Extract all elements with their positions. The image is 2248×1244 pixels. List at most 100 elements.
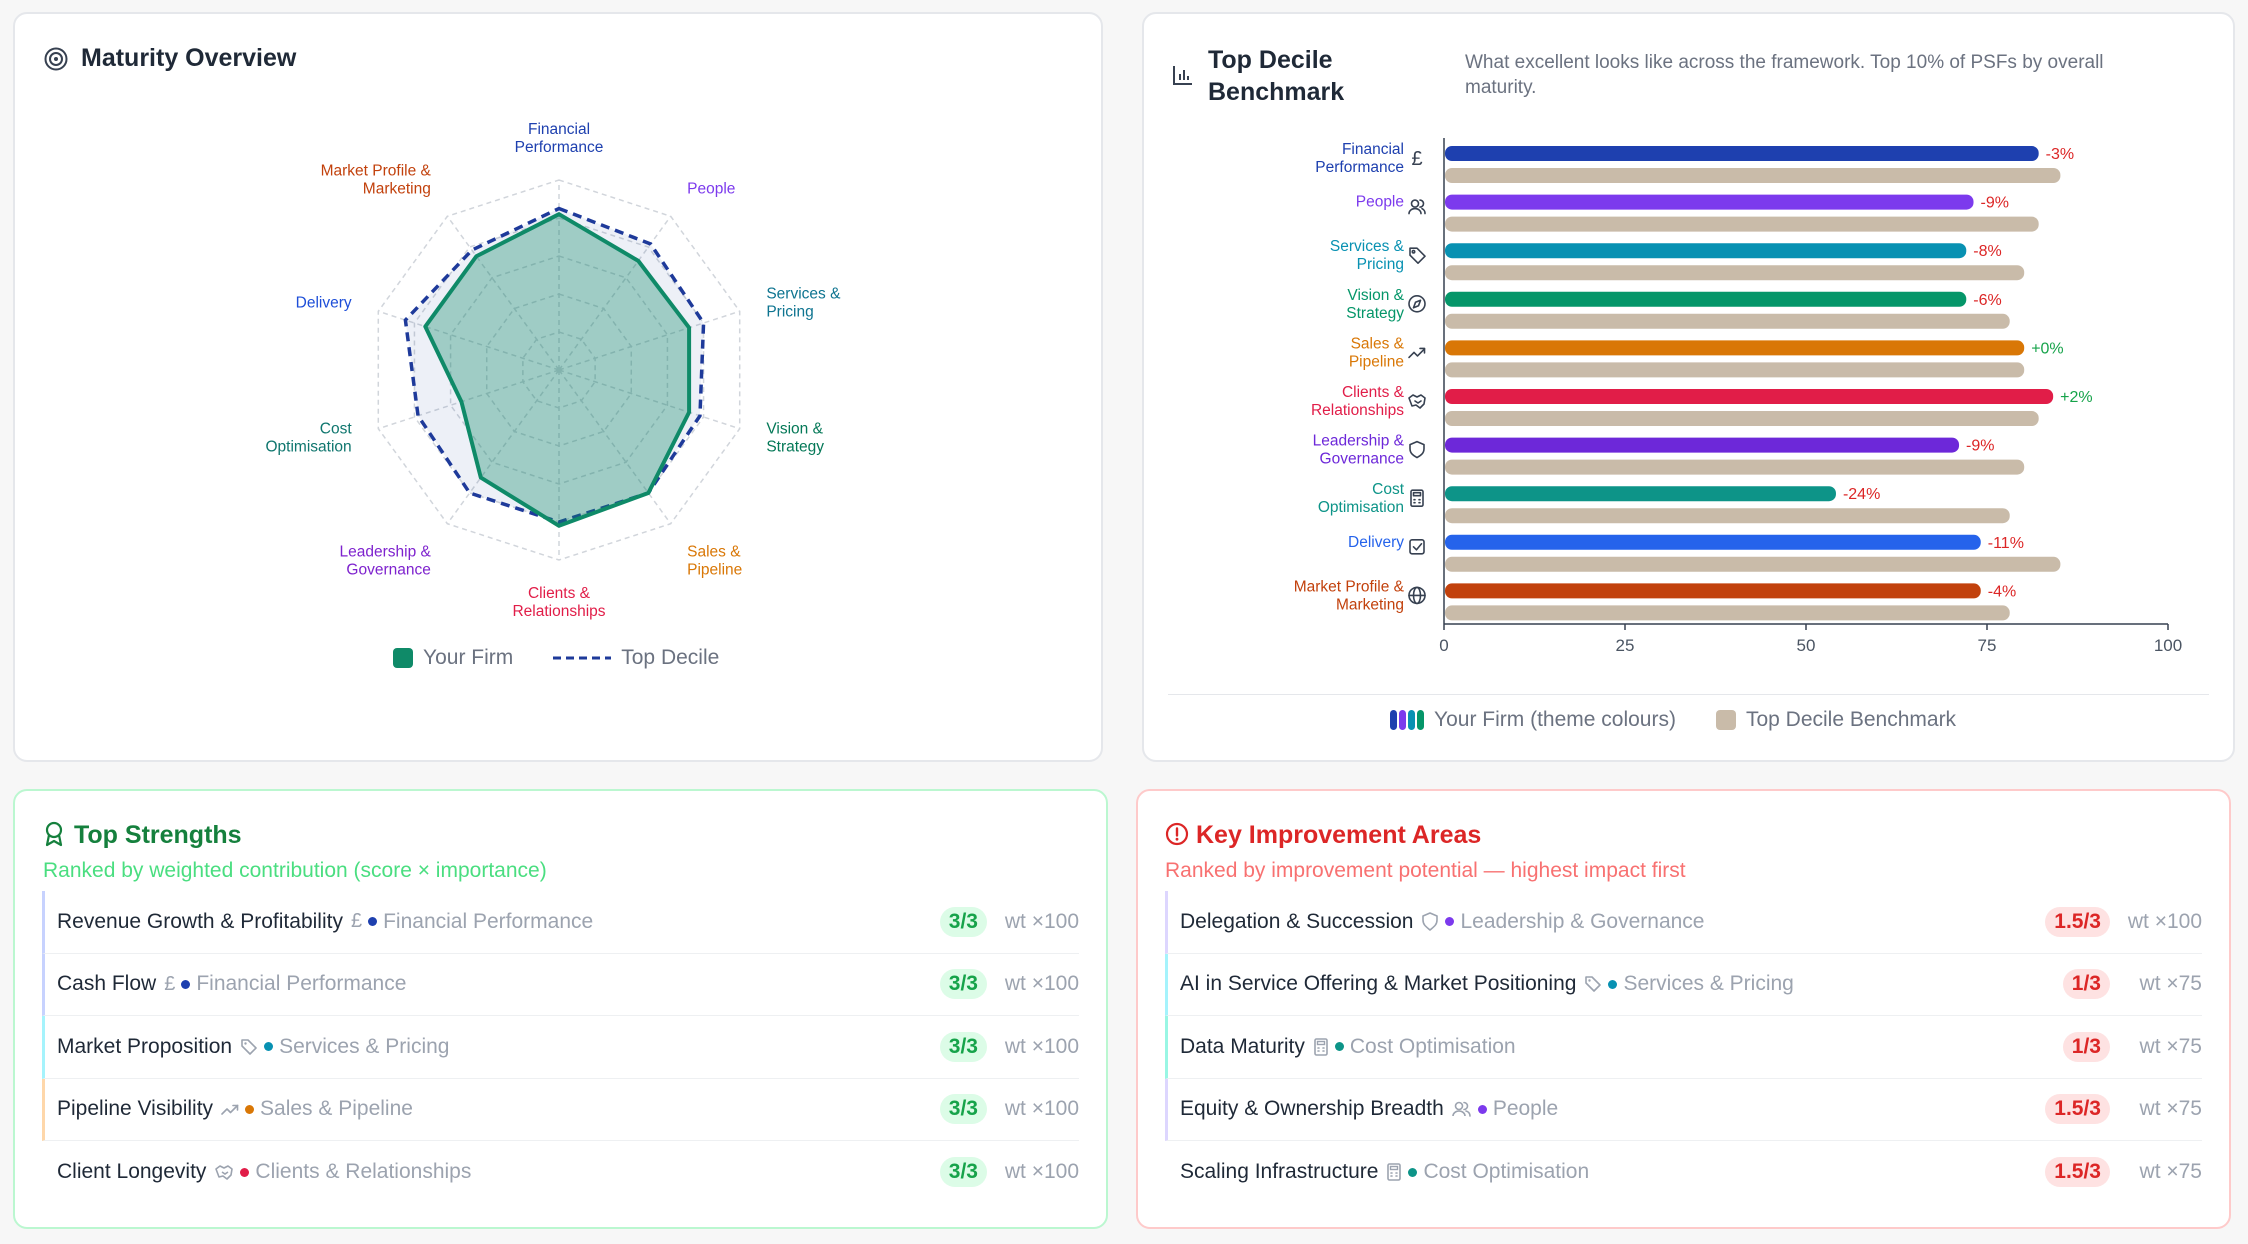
weight-label: wt ×100 bbox=[1004, 1097, 1079, 1121]
bar-your-firm[interactable] bbox=[1445, 194, 1974, 210]
benchmark-title-line2: Benchmark bbox=[1208, 78, 1345, 106]
list-item[interactable]: Pipeline Visibility Sales & Pipeline 3/3 wt… bbox=[42, 1078, 1079, 1141]
bar-category-label-line: Pipeline bbox=[1349, 353, 1404, 370]
list-item[interactable]: Scaling Infrastructure Cost Optimisation 1… bbox=[1165, 1141, 2202, 1204]
category-dot bbox=[1608, 979, 1618, 989]
bar-your-firm[interactable] bbox=[1445, 291, 1967, 307]
trend-icon bbox=[221, 1100, 239, 1118]
radar-series-top-decile bbox=[403, 206, 706, 524]
radar-axis-label-line: Financial bbox=[528, 121, 590, 138]
bar-top-decile[interactable] bbox=[1445, 168, 2061, 183]
radar-axis-label-line: Performance bbox=[515, 139, 604, 156]
bar-category-label: Clients & Relationships bbox=[1311, 384, 1405, 419]
bar-top-decile[interactable] bbox=[1445, 556, 2061, 572]
bar-category-label-line: Financial bbox=[1342, 141, 1404, 158]
radar-spoke bbox=[558, 369, 672, 525]
bar-delta-label: -11% bbox=[1988, 535, 2024, 552]
legend-your-firm-theme[interactable]: Your Firm (theme colours) bbox=[1390, 708, 1676, 732]
bar-your-firm[interactable] bbox=[1445, 389, 2054, 404]
radar-axis-label-line: Marketing bbox=[363, 181, 431, 198]
category-dot bbox=[1334, 1042, 1344, 1052]
bar-top-decile[interactable] bbox=[1445, 605, 2010, 621]
bar-category-label: Leadership & Governance bbox=[1313, 433, 1405, 468]
legend-benchmark-label: Top Decile Benchmark bbox=[1745, 708, 1957, 731]
bar-category-label-line: People bbox=[1356, 194, 1404, 211]
radar-axis-label: People bbox=[687, 181, 735, 198]
legend-your-firm-theme-label: Your Firm (theme colours) bbox=[1434, 708, 1676, 731]
bar-your-firm[interactable] bbox=[1445, 583, 1981, 599]
bar-top-decile[interactable] bbox=[1445, 216, 2039, 232]
list-item[interactable]: Delegation & Succession Leadership & Gove… bbox=[1165, 891, 2202, 954]
score-badge: 3/3 bbox=[939, 1157, 987, 1188]
tag-icon bbox=[240, 1038, 258, 1056]
benchmark-description-line1: What excellent looks like across the fra… bbox=[1465, 52, 2104, 73]
item-name: Delegation & Succession bbox=[1180, 909, 1414, 933]
people-icon bbox=[1452, 1100, 1472, 1118]
item-category: Cost Optimisation bbox=[1349, 1034, 1516, 1058]
legend-your-firm[interactable]: Your Firm bbox=[393, 646, 513, 670]
category-dot bbox=[240, 1167, 250, 1177]
legend-top-decile[interactable]: Top Decile bbox=[553, 646, 719, 670]
bar-top-decile[interactable] bbox=[1445, 459, 2025, 475]
radar-spoke bbox=[558, 215, 672, 371]
weight-label: wt ×100 bbox=[1004, 1160, 1079, 1184]
bar-your-firm[interactable] bbox=[1445, 146, 2039, 161]
award-icon bbox=[45, 821, 63, 847]
legend-benchmark-swatch bbox=[1715, 710, 1736, 730]
bar-your-firm[interactable] bbox=[1445, 437, 1960, 453]
radar-title: Maturity Overview bbox=[81, 44, 297, 72]
weight-label: wt ×75 bbox=[2139, 1097, 2202, 1121]
bar-delta-label: -9% bbox=[1981, 195, 2009, 212]
radar-center bbox=[556, 367, 562, 373]
radar-spoke bbox=[378, 310, 560, 371]
bar-your-firm[interactable] bbox=[1445, 340, 2025, 356]
improvements-list: Delegation & Succession Leadership & Gove… bbox=[1165, 891, 2202, 1204]
bar-top-decile[interactable] bbox=[1445, 265, 2025, 281]
list-item[interactable]: Client Longevity Clients & Relationships 3… bbox=[42, 1141, 1079, 1204]
category-dot bbox=[1445, 917, 1455, 927]
bar-category-label: Cost Optimisation bbox=[1318, 481, 1405, 516]
bar-category-label-line: Governance bbox=[1320, 451, 1404, 468]
radar-spoke bbox=[558, 310, 740, 371]
item-name: Scaling Infrastructure bbox=[1180, 1160, 1379, 1184]
bar-delta-label: +2% bbox=[2060, 389, 2092, 406]
item-category: Services & Pricing bbox=[1623, 972, 1794, 996]
globe-icon bbox=[1408, 586, 1426, 605]
bar-category-label-line: Clients & bbox=[1342, 384, 1405, 401]
strengths-subtitle: Ranked by weighted contribution (score ×… bbox=[43, 859, 547, 882]
list-item[interactable]: AI in Service Offering & Market Position… bbox=[1165, 953, 2202, 1016]
radar-axis-label-line: Vision & bbox=[766, 420, 823, 437]
bar-chart-icon bbox=[1173, 66, 1192, 85]
list-item[interactable]: Equity & Ownership Breadth People 1.5/3 wt … bbox=[1165, 1078, 2202, 1141]
bar-delta-label: -3% bbox=[2046, 146, 2074, 163]
score-badge: 3/3 bbox=[939, 1031, 987, 1062]
bar-your-firm[interactable] bbox=[1445, 534, 1981, 550]
check-square-icon bbox=[1409, 538, 1425, 555]
list-item[interactable]: Market Proposition Services & Pricing 3/3 w… bbox=[42, 1016, 1079, 1079]
legend-top-decile-swatch bbox=[553, 656, 612, 660]
radar-axis-label: Financial Performance bbox=[515, 121, 604, 156]
bar-top-decile[interactable] bbox=[1445, 313, 2010, 329]
trend-icon bbox=[1408, 347, 1426, 359]
item-category: Services & Pricing bbox=[279, 1034, 450, 1058]
bar-category-label-line: Market Profile & bbox=[1294, 578, 1405, 595]
bar-top-decile[interactable] bbox=[1445, 362, 2025, 378]
radar-chart: Financial Performance People Services & Pric… bbox=[266, 121, 842, 620]
bar-your-firm[interactable] bbox=[1445, 243, 1967, 259]
bar-top-decile[interactable] bbox=[1445, 411, 2039, 426]
item-name: Revenue Growth & Profitability bbox=[57, 909, 343, 933]
legend-top-decile-benchmark[interactable]: Top Decile Benchmark bbox=[1715, 708, 1957, 732]
list-item[interactable]: Data Maturity Cost Optimisation 1/3 wt ×75 bbox=[1165, 1016, 2202, 1079]
target-icon bbox=[44, 47, 68, 71]
category-dot bbox=[368, 917, 378, 927]
radar-axis-label: Cost Optimisation bbox=[266, 420, 353, 455]
weight-label: wt ×75 bbox=[2139, 1034, 2202, 1058]
list-item[interactable]: Cash Flow £ Financial Performance 3/3 wt ×10… bbox=[42, 953, 1079, 1016]
bar-top-decile[interactable] bbox=[1445, 508, 2010, 524]
bar-your-firm[interactable] bbox=[1445, 486, 1836, 502]
benchmark-bar-chart: 0 25 50 75 100 -3% Financial Performance £ -9% Peo… bbox=[1294, 138, 2182, 655]
bar-category-label-line: Performance bbox=[1315, 159, 1404, 176]
weight-label: wt ×75 bbox=[2139, 972, 2202, 996]
list-item[interactable]: Revenue Growth & Profitability £ Financial… bbox=[42, 891, 1079, 954]
bar-category-label-line: Pricing bbox=[1357, 256, 1404, 273]
